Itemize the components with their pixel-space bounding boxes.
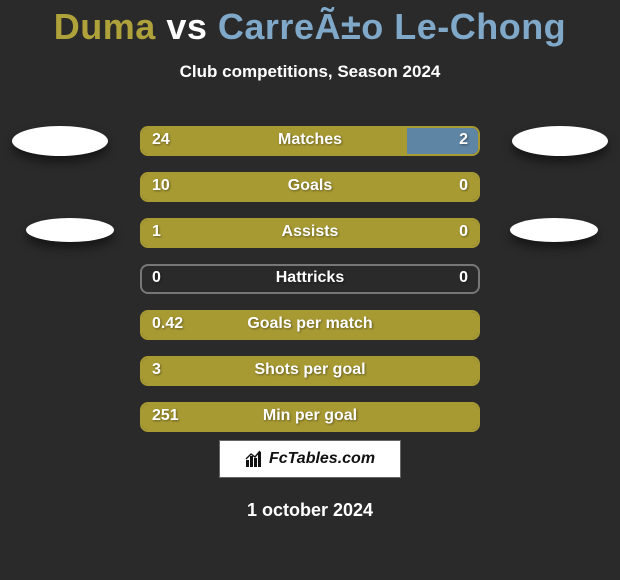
stat-bar: 10Assists bbox=[140, 218, 480, 248]
stat-row: 3Shots per goal bbox=[0, 352, 620, 398]
stat-label: Assists bbox=[142, 223, 478, 241]
player1-avatar bbox=[12, 126, 108, 156]
title-player1: Duma bbox=[54, 6, 156, 47]
bar-chart-icon bbox=[245, 450, 265, 468]
stat-row: 0.42Goals per match bbox=[0, 306, 620, 352]
date-text: 1 october 2024 bbox=[0, 500, 620, 521]
subtitle: Club competitions, Season 2024 bbox=[0, 62, 620, 82]
stat-bar: 3Shots per goal bbox=[140, 356, 480, 386]
stat-label: Shots per goal bbox=[142, 361, 478, 379]
stat-row: 251Min per goal bbox=[0, 398, 620, 444]
title-vs: vs bbox=[166, 6, 207, 47]
stat-label: Matches bbox=[142, 131, 478, 149]
stat-row: 100Goals bbox=[0, 168, 620, 214]
stat-row: 10Assists bbox=[0, 214, 620, 260]
stat-label: Hattricks bbox=[142, 269, 478, 287]
stat-bar: 0.42Goals per match bbox=[140, 310, 480, 340]
player2-avatar bbox=[512, 126, 608, 156]
source-badge: FcTables.com bbox=[219, 440, 401, 478]
stats-container: 242Matches 100Goals 10Assists 00Hattricks 0.… bbox=[0, 122, 620, 444]
stat-bar: 251Min per goal bbox=[140, 402, 480, 432]
page-title: Duma vs CarreÃ±o Le-Chong bbox=[0, 0, 620, 48]
stat-row: 00Hattricks bbox=[0, 260, 620, 306]
title-player2: CarreÃ±o Le-Chong bbox=[218, 6, 566, 47]
stat-bar: 100Goals bbox=[140, 172, 480, 202]
stat-bar: 00Hattricks bbox=[140, 264, 480, 294]
stat-label: Goals bbox=[142, 177, 478, 195]
stat-label: Goals per match bbox=[142, 315, 478, 333]
stat-row: 242Matches bbox=[0, 122, 620, 168]
badge-text: FcTables.com bbox=[269, 450, 375, 468]
stat-bar: 242Matches bbox=[140, 126, 480, 156]
stat-label: Min per goal bbox=[142, 407, 478, 425]
